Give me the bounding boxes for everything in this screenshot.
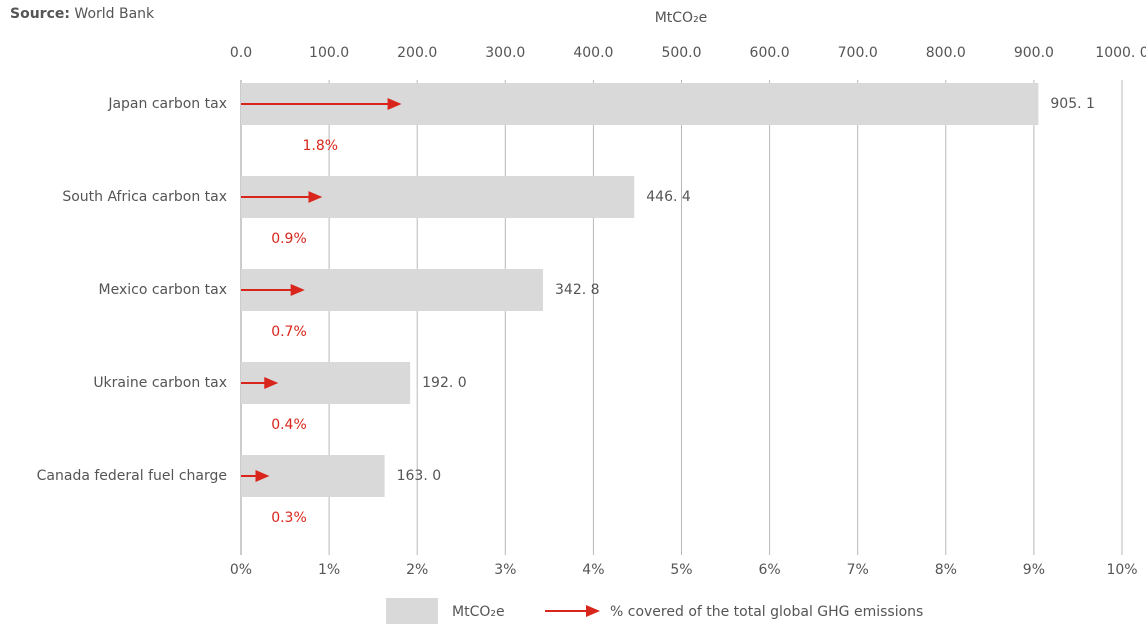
bar-value-label: 446. 4 (646, 189, 691, 205)
x-tick-label: 700.0 (838, 45, 878, 61)
x2-tick-label: 0% (230, 562, 252, 578)
legend-label: % covered of the total global GHG emissi… (610, 604, 923, 620)
x-axis-title: MtCO₂e (655, 10, 708, 26)
y-tick-label: Mexico carbon tax (99, 282, 228, 298)
x2-tick-label: 9% (1023, 562, 1045, 578)
bar-value-label: 905. 1 (1050, 96, 1095, 112)
bar-value-label: 192. 0 (422, 375, 467, 391)
x-tick-label: 1000. 0 (1095, 45, 1146, 61)
x2-tick-label: 10% (1106, 562, 1137, 578)
x2-tick-label: 6% (758, 562, 780, 578)
x-tick-label: 0.0 (230, 45, 252, 61)
x-tick-label: 600.0 (750, 45, 790, 61)
bar-value-label: 163. 0 (397, 468, 442, 484)
x-tick-label: 800.0 (926, 45, 966, 61)
x-tick-label: 400.0 (573, 45, 613, 61)
arrow-value-label: 1.8% (303, 138, 339, 154)
arrow-value-label: 0.3% (271, 510, 307, 526)
arrow-value-label: 0.7% (271, 324, 307, 340)
y-tick-label: South Africa carbon tax (62, 189, 227, 205)
arrow-value-label: 0.9% (271, 231, 307, 247)
x-tick-label: 200.0 (397, 45, 437, 61)
x2-tick-label: 3% (494, 562, 516, 578)
x-tick-label: 900.0 (1014, 45, 1054, 61)
x-tick-label: 100.0 (309, 45, 349, 61)
x2-tick-label: 2% (406, 562, 428, 578)
legend-label: MtCO₂e (452, 604, 505, 620)
y-tick-label: Japan carbon tax (107, 96, 227, 112)
x2-tick-label: 1% (318, 562, 340, 578)
bar-value-label: 342. 8 (555, 282, 600, 298)
source: Source: World Bank (10, 6, 155, 22)
source-text: World Bank (74, 6, 155, 22)
y-tick-label: Ukraine carbon tax (93, 375, 227, 391)
x2-tick-label: 7% (847, 562, 869, 578)
x2-tick-label: 8% (935, 562, 957, 578)
source-label: Source: (10, 6, 70, 22)
arrow-value-label: 0.4% (271, 417, 307, 433)
x2-tick-label: 4% (582, 562, 604, 578)
x2-tick-label: 5% (670, 562, 692, 578)
x-tick-label: 300.0 (485, 45, 525, 61)
x-tick-label: 500.0 (661, 45, 701, 61)
legend-swatch (386, 598, 438, 624)
y-tick-label: Canada federal fuel charge (37, 468, 227, 484)
